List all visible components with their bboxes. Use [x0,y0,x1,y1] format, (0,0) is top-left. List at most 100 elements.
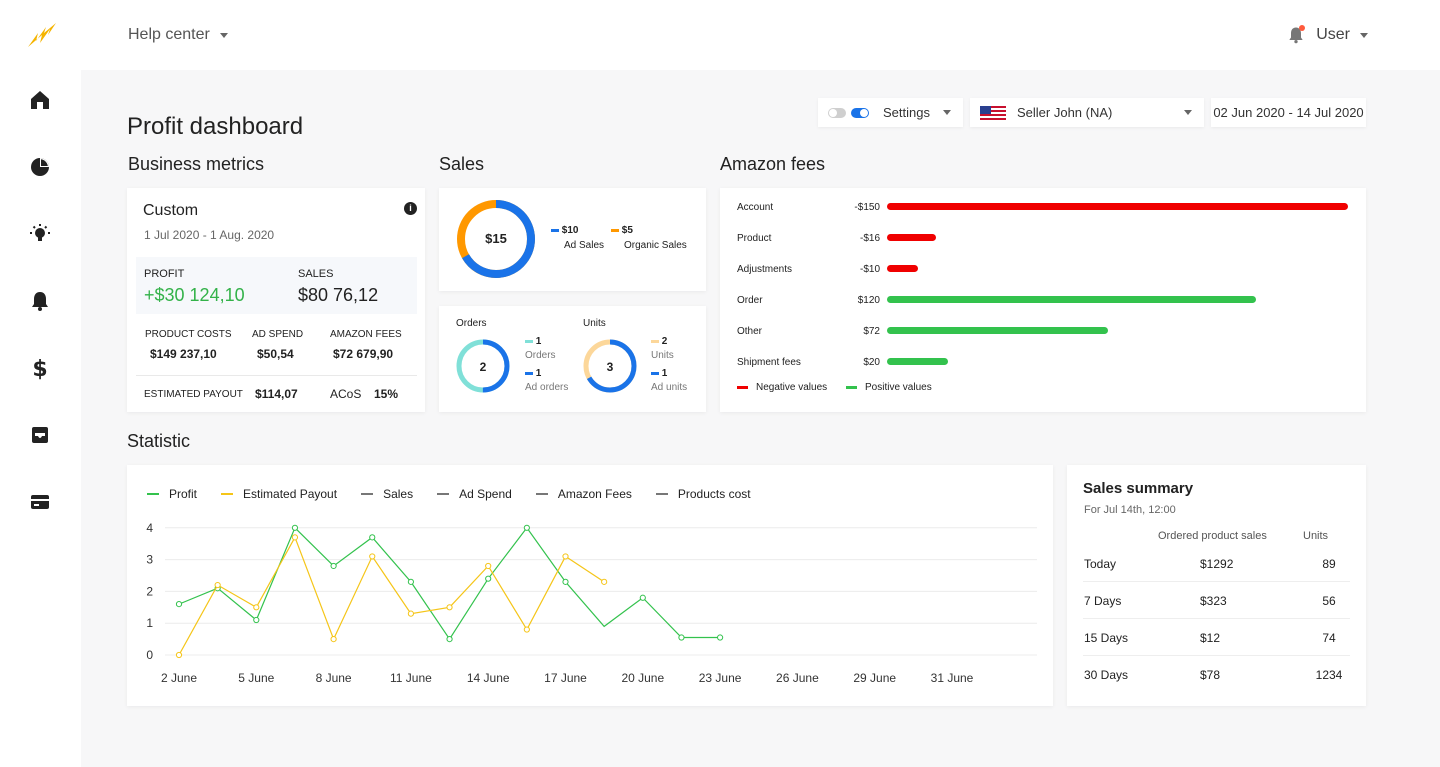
user-menu[interactable]: User [1286,25,1368,45]
help-center-menu[interactable]: Help center [128,26,228,44]
notification-dot [1299,25,1306,31]
credit-card-icon[interactable] [28,490,52,514]
x-tick-label: 29 June [853,671,896,685]
ad-sales-legend: $10 [551,225,578,236]
legend-item-products-cost[interactable]: Products cost [655,487,751,501]
metrics-period-title: Custom [143,202,199,219]
ad-units-value: 1 [661,368,668,379]
data-point [601,578,608,585]
legend-label: Profit [169,487,198,501]
data-point [214,581,221,589]
fee-bar[interactable] [887,358,949,365]
series-line-profit [178,526,721,641]
positive-swatch [846,386,857,389]
payout-value: $114,07 [255,387,298,401]
fee-bar[interactable] [887,265,918,272]
col-ordered-sales: Ordered product sales [1158,530,1267,542]
inbox-icon[interactable] [28,423,52,447]
fee-bar[interactable] [887,234,937,241]
ad-units-label: Ad units [651,382,688,393]
seller-dropdown[interactable]: Seller John (NA) [970,98,1204,127]
settings-dropdown[interactable]: Settings [818,98,963,127]
page-title: Profit dashboard [127,113,304,140]
row-sales: $323 [1200,594,1227,608]
ad-sales-label: Ad Sales [564,240,605,251]
logo-icon[interactable] [26,19,58,51]
orders-donut-center: 2 [479,360,487,374]
units-title: Units [583,318,606,329]
sales-label: SALES [298,268,334,280]
home-icon[interactable] [28,88,52,112]
legend-item-profit[interactable]: Profit [147,487,197,501]
seller-label: Seller John (NA) [1017,105,1113,120]
fee-value: $72 [863,326,880,337]
organic-sales-swatch [611,228,619,232]
legend-label: Sales [383,487,414,501]
data-point [485,562,492,570]
sales-title: Sales [439,154,485,174]
product-costs-label: PRODUCT COSTS [145,329,232,340]
units-legend: 2 [651,336,667,347]
table-row: 30 Days $78 1234 [1083,656,1350,693]
fee-label: Other [737,326,763,337]
fee-bar[interactable] [887,327,1109,334]
fee-bar[interactable] [887,296,1256,303]
toggle-off-icon[interactable] [828,107,846,118]
ad-orders-label: Ad orders [525,382,569,393]
us-flag-icon [980,105,1006,120]
y-tick-label: 2 [146,584,153,598]
sales-donut-center: $15 [485,231,507,246]
statistic-title: Statistic [127,431,191,451]
legend-item-ad-spend[interactable]: Ad Spend [437,487,512,501]
dollar-icon[interactable]: $ [28,356,52,380]
negative-legend-label: Negative values [756,382,828,393]
legend-swatch [221,493,234,495]
data-point [562,578,569,585]
organic-sales-legend: $5 [611,225,633,236]
sales-summary-subtitle: For Jul 14th, 12:00 [1084,504,1176,516]
data-point [175,601,183,608]
ad-spend-label: AD SPEND [252,329,304,340]
profit-value: +$30 124,10 [144,285,245,305]
fee-value: -$16 [859,233,880,244]
row-sales: $1292 [1200,557,1234,571]
x-tick-label: 23 June [699,671,742,685]
lightbulb-icon[interactable] [28,222,52,246]
ad-sales-value: $10 [561,225,579,236]
profit-sales-highlight [136,257,417,314]
ad-sales-swatch [551,228,559,232]
positive-legend-label: Positive values [865,382,932,393]
legend-item-sales[interactable]: Sales [361,487,413,501]
toggle-on-icon[interactable] [851,107,869,118]
notification-bell-icon[interactable] [1286,25,1306,45]
row-units: 74 [1322,631,1336,645]
data-point [330,562,337,570]
x-tick-label: 26 June [776,671,819,685]
row-sales: $12 [1200,631,1221,645]
legend-item-amazon-fees[interactable]: Amazon Fees [535,487,632,501]
business-metrics-card: Custom i 1 Jul 2020 - 1 Aug. 2020 PROFIT… [127,188,425,412]
legend-item-estimated-payout[interactable]: Estimated Payout [221,487,337,501]
orders-title: Orders [456,318,487,329]
negative-legend: Negative values [737,382,827,393]
pie-chart-icon[interactable] [28,155,52,179]
sales-summary-title: Sales summary [1083,480,1194,497]
topbar: Help center User [81,0,1440,70]
data-point [446,604,453,611]
units-label: Units [651,350,674,361]
ad-orders-legend: 1 [525,368,541,379]
x-tick-label: 11 June [390,671,432,685]
amazon-fees-label: AMAZON FEES [330,329,402,340]
ad-spend-value: $50,54 [257,347,294,361]
y-tick-label: 0 [146,648,153,662]
date-range-picker[interactable]: 02 Jun 2020 - 14 Jul 2020 [1211,98,1366,127]
legend-label: Amazon Fees [557,487,632,501]
table-row: 7 Days $323 56 [1083,582,1350,619]
legend-label: Estimated Payout [243,487,338,501]
data-point [446,636,453,643]
fee-bar[interactable] [887,203,1348,210]
bell-icon[interactable] [28,289,52,313]
info-icon[interactable]: i [404,202,417,215]
y-tick-label: 3 [146,553,153,567]
divider [136,375,417,376]
